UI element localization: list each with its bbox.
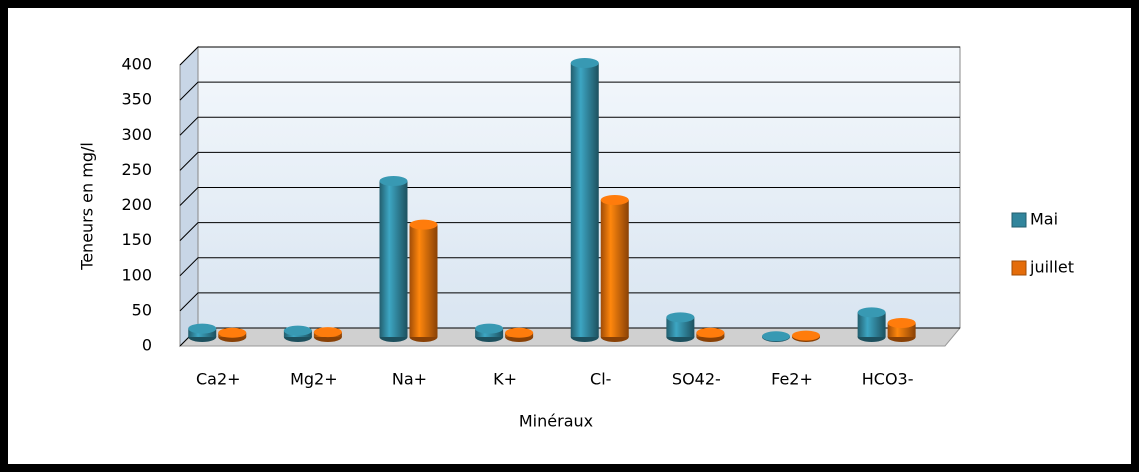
legend-swatch	[1011, 260, 1027, 276]
legend-label: Mai	[1030, 210, 1058, 229]
bar	[600, 195, 629, 342]
bar-top	[313, 327, 342, 338]
bar	[475, 323, 504, 342]
bar-top	[283, 325, 312, 336]
bar	[696, 327, 725, 342]
grid-line	[179, 187, 960, 206]
bar-body	[666, 317, 695, 337]
bar-top	[762, 331, 790, 342]
bar-body	[379, 181, 408, 337]
bar-body	[570, 63, 599, 338]
x-tick-label: SO42-	[672, 370, 721, 389]
bar-top	[188, 323, 217, 334]
bar	[188, 323, 217, 342]
bar	[857, 307, 886, 342]
bar	[762, 331, 790, 342]
y-tick-label: 200	[121, 195, 152, 214]
x-tick-label: K+	[493, 370, 517, 389]
bar-top	[792, 330, 820, 341]
bar-top	[218, 327, 247, 338]
bar	[666, 312, 695, 342]
bar-body	[409, 224, 438, 337]
bar-body	[600, 200, 629, 337]
bar-top	[600, 195, 629, 206]
x-tick-label: Na+	[392, 370, 427, 389]
grid-line	[179, 116, 960, 136]
bar-top	[570, 58, 599, 69]
bar-top	[475, 323, 504, 334]
x-axis-title: Minéraux	[519, 412, 593, 431]
y-axis-title: Teneurs en mg/l	[78, 142, 97, 271]
grid-line	[179, 46, 960, 66]
bar	[218, 327, 247, 342]
y-tick-label: 100	[121, 265, 152, 284]
grid-line	[179, 222, 960, 241]
bar	[313, 327, 342, 342]
y-tick-label: 0	[142, 336, 152, 355]
bar	[505, 327, 534, 342]
x-tick-label: Ca2+	[196, 370, 241, 389]
y-tick-label: 300	[121, 125, 152, 144]
grid-line	[179, 151, 960, 171]
y-tick-label: 400	[121, 55, 152, 74]
x-tick-label: HCO3-	[862, 370, 914, 389]
bar-top	[887, 317, 916, 328]
grid-line	[179, 81, 960, 101]
bar	[887, 317, 916, 342]
x-tick-label: Cl-	[590, 370, 611, 389]
grid-line	[179, 257, 960, 277]
bar	[379, 176, 408, 342]
y-tick-label: 250	[121, 160, 152, 179]
bar-top	[696, 327, 725, 338]
y-tick-label: 350	[121, 90, 152, 109]
grid-line	[179, 292, 960, 312]
y-tick-label: 50	[132, 300, 152, 319]
bar-top	[666, 312, 695, 323]
legend-swatch	[1011, 212, 1027, 228]
x-tick-label: Mg2+	[290, 370, 338, 389]
bar-top	[409, 219, 438, 230]
bar	[792, 330, 820, 342]
bar-top	[857, 307, 886, 318]
x-tick-label: Fe2+	[771, 370, 813, 389]
bar	[283, 325, 312, 342]
bar	[409, 219, 438, 342]
legend-label: juillet	[1029, 258, 1074, 277]
y-tick-label: 150	[121, 230, 152, 249]
bar	[570, 58, 599, 342]
bar-top	[505, 327, 534, 338]
bar-top	[379, 176, 408, 187]
